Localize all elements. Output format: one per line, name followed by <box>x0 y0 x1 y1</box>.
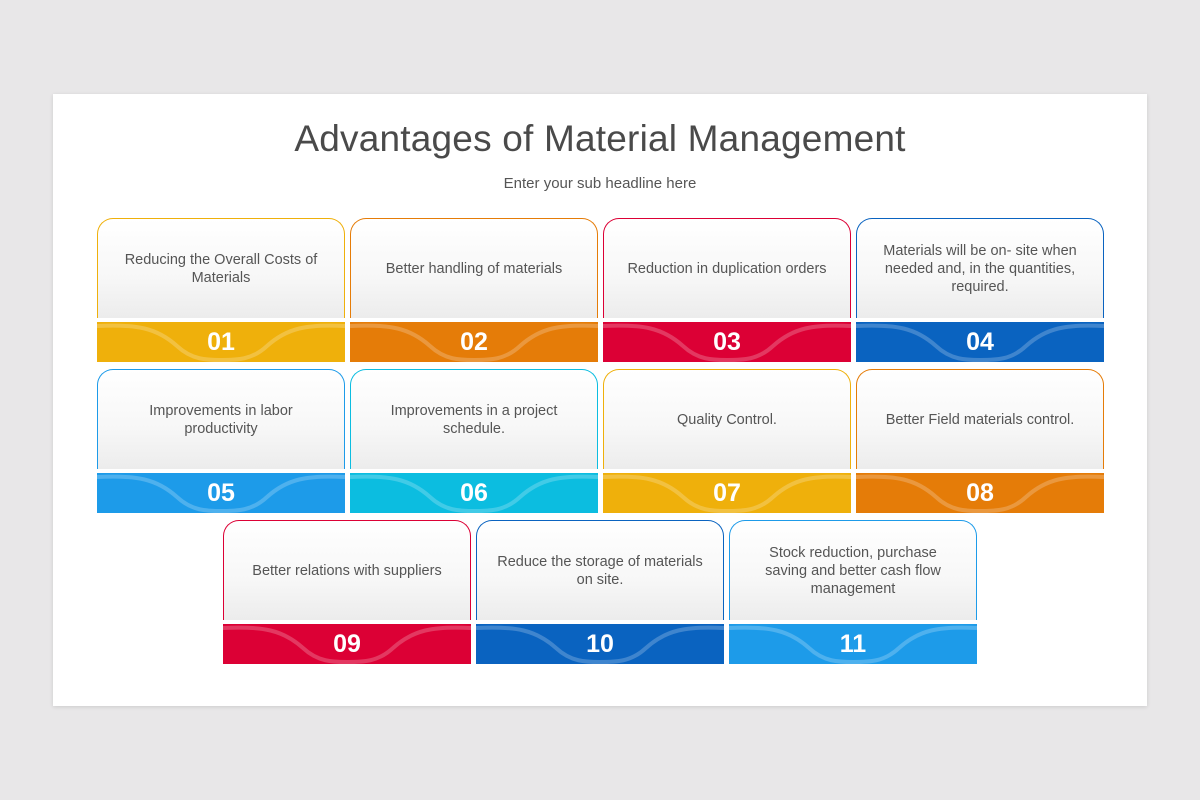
card-text-box: Reduction in duplication orders <box>603 218 851 318</box>
card-text: Better relations with suppliers <box>252 562 442 579</box>
card-text-box: Better Field materials control. <box>856 369 1104 469</box>
card-text-box: Better relations with suppliers <box>223 520 471 620</box>
card-text-box: Better handling of materials <box>350 218 598 318</box>
page-title: Advantages of Material Management <box>294 118 906 159</box>
wave-decoration-icon <box>223 625 471 664</box>
card-text: Improvements in a project schedule. <box>390 402 558 437</box>
wave-decoration-icon <box>856 474 1104 513</box>
card-number: 04 <box>966 327 994 356</box>
advantage-card: Materials will be on- site when needed a… <box>856 218 1104 363</box>
wave-decoration-icon <box>856 323 1104 362</box>
card-text-box: Materials will be on- site when needed a… <box>856 218 1104 318</box>
wave-decoration-icon <box>350 474 598 513</box>
card-number: 10 <box>586 629 614 658</box>
card-number-band: 07 <box>603 473 851 513</box>
card-text: Reduction in duplication orders <box>627 260 827 277</box>
card-number: 08 <box>966 478 994 507</box>
card-number-band: 09 <box>223 624 471 664</box>
advantage-card: Improvements in labor productivity 05 <box>97 369 345 514</box>
advantage-card: Reducing the Overall Costs of Materials 0… <box>97 218 345 363</box>
card-text-box: Quality Control. <box>603 369 851 469</box>
advantage-card: Reduce the storage of materials on site.… <box>476 520 724 665</box>
card-number: 11 <box>839 629 867 658</box>
advantage-card: Reduction in duplication orders 03 <box>603 218 851 363</box>
card-number-band: 10 <box>476 624 724 664</box>
advantage-card: Stock reduction, purchase saving and bet… <box>729 520 977 665</box>
card-number-band: 04 <box>856 322 1104 362</box>
advantage-card: Quality Control. 07 <box>603 369 851 514</box>
advantage-card: Improvements in a project schedule. 06 <box>350 369 598 514</box>
card-number: 03 <box>713 327 741 356</box>
advantage-card: Better handling of materials 02 <box>350 218 598 363</box>
wave-decoration-icon <box>476 625 724 664</box>
sub-headline: Enter your sub headline here <box>503 175 697 192</box>
card-number-band: 01 <box>97 322 345 362</box>
card-text-box: Improvements in a project schedule. <box>350 369 598 469</box>
card-text: Improvements in labor productivity <box>149 402 293 437</box>
card-text: Materials will be on- site when needed a… <box>883 242 1077 295</box>
card-text-box: Reducing the Overall Costs of Materials <box>97 218 345 318</box>
wave-decoration-icon <box>603 474 851 513</box>
card-number-band: 03 <box>603 322 851 362</box>
card-number-band: 02 <box>350 322 598 362</box>
wave-decoration-icon <box>97 474 345 513</box>
card-text-box: Improvements in labor productivity <box>97 369 345 469</box>
card-number: 05 <box>207 478 235 507</box>
card-text: Better Field materials control. <box>885 411 1075 428</box>
wave-decoration-icon <box>603 323 851 362</box>
card-text-box: Reduce the storage of materials on site. <box>476 520 724 620</box>
card-number: 09 <box>333 629 361 658</box>
card-text: Reduce the storage of materials on site. <box>497 553 703 588</box>
wave-decoration-icon <box>350 323 598 362</box>
card-number-band: 06 <box>350 473 598 513</box>
advantage-card: Better Field materials control. 08 <box>856 369 1104 514</box>
card-number: 07 <box>713 478 741 507</box>
card-number-band: 08 <box>856 473 1104 513</box>
card-number: 01 <box>207 327 235 356</box>
card-number-band: 11 <box>729 624 977 664</box>
advantage-card: Better relations with suppliers 09 <box>223 520 471 665</box>
card-number-band: 05 <box>97 473 345 513</box>
card-text: Reducing the Overall Costs of Materials <box>124 251 318 286</box>
card-text: Stock reduction, purchase saving and bet… <box>765 544 941 597</box>
card-text-box: Stock reduction, purchase saving and bet… <box>729 520 977 620</box>
card-text: Quality Control. <box>677 411 777 428</box>
wave-decoration-icon <box>729 625 977 664</box>
card-number: 02 <box>460 327 488 356</box>
wave-decoration-icon <box>97 323 345 362</box>
card-text: Better handling of materials <box>385 260 563 277</box>
card-number: 06 <box>460 478 488 507</box>
